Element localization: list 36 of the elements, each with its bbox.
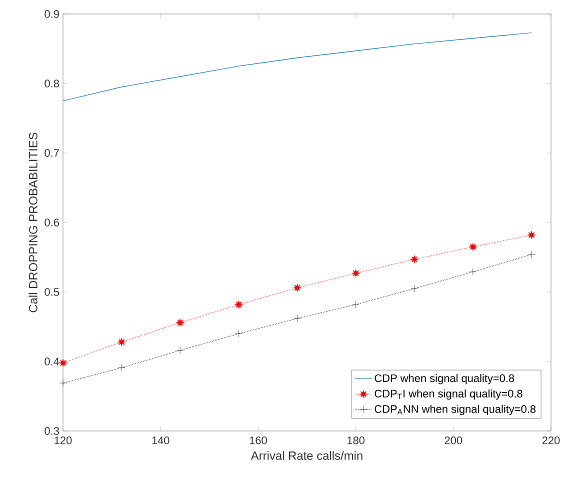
point bbox=[59, 379, 67, 387]
x-tick-label: 200 bbox=[444, 436, 462, 444]
legend-label: CDP$_{A}$NN when signal quality=0.8 bbox=[374, 404, 536, 416]
point bbox=[235, 330, 242, 338]
point bbox=[234, 300, 243, 309]
legend-label: CDP$_{T}$I when signal quality=0.8 bbox=[374, 389, 522, 400]
point bbox=[410, 255, 418, 264]
point bbox=[410, 284, 418, 292]
y-tick-label: 0.8 bbox=[44, 80, 59, 88]
point bbox=[58, 358, 68, 368]
y-tick-label: 0.7 bbox=[44, 149, 59, 157]
point bbox=[469, 268, 477, 276]
x-tick-label: 180 bbox=[347, 436, 365, 444]
point bbox=[293, 284, 302, 292]
x-tick-label: 220 bbox=[542, 436, 560, 444]
y-tick-label: 0.4 bbox=[44, 358, 60, 366]
x-axis-title: Arrival Rate calls/min bbox=[250, 451, 362, 460]
x-tick-label: 140 bbox=[152, 436, 170, 444]
point bbox=[176, 318, 184, 327]
y-tick-label: 0.9 bbox=[44, 10, 59, 18]
point bbox=[176, 346, 184, 354]
point bbox=[117, 338, 126, 346]
y-tick-label: 0.6 bbox=[44, 218, 59, 226]
x-tick-label: 120 bbox=[54, 436, 72, 444]
point bbox=[118, 364, 126, 372]
point bbox=[352, 300, 360, 308]
y-axis-title: Call DROPPING PROBABILITIES bbox=[28, 132, 38, 312]
point bbox=[294, 314, 301, 322]
point bbox=[528, 250, 536, 258]
legend-label: CDP when signal quality=0.8 bbox=[374, 374, 514, 384]
y-tick-label: 0.3 bbox=[44, 427, 59, 435]
point bbox=[352, 269, 360, 278]
y-tick-label: 0.5 bbox=[44, 288, 60, 296]
point bbox=[468, 242, 478, 251]
x-tick-label: 160 bbox=[250, 436, 267, 444]
point bbox=[527, 230, 536, 240]
